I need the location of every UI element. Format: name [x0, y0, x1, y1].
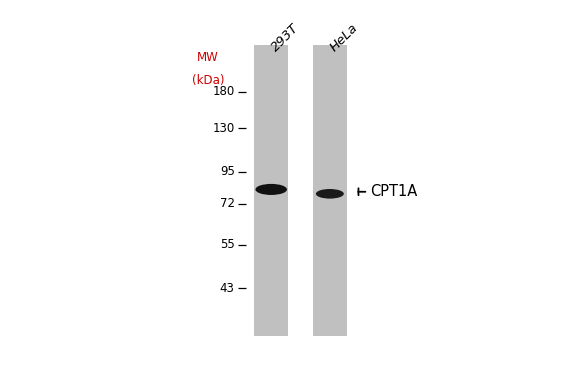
- Text: 72: 72: [219, 197, 235, 211]
- Text: MW: MW: [197, 51, 219, 64]
- Text: 180: 180: [212, 85, 235, 98]
- Text: 95: 95: [220, 166, 235, 178]
- Bar: [313, 45, 347, 336]
- Text: CPT1A: CPT1A: [371, 184, 418, 199]
- Bar: [254, 45, 288, 336]
- Text: 43: 43: [220, 282, 235, 295]
- Text: HeLa: HeLa: [328, 21, 360, 54]
- Ellipse shape: [255, 184, 287, 195]
- Text: (kDa): (kDa): [192, 74, 224, 87]
- Text: 130: 130: [212, 122, 235, 135]
- Text: 55: 55: [220, 238, 235, 251]
- Text: 293T: 293T: [269, 22, 301, 54]
- Ellipse shape: [316, 189, 344, 198]
